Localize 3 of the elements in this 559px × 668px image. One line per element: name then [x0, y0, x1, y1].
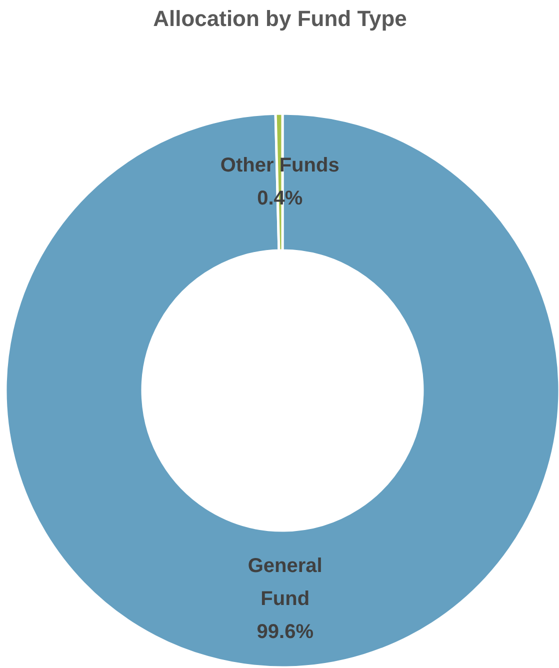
- slice-label: General Fund: [248, 554, 322, 610]
- data-label: 99.6%: [256, 620, 314, 643]
- chart-title: Allocation by Fund Type: [153, 6, 407, 31]
